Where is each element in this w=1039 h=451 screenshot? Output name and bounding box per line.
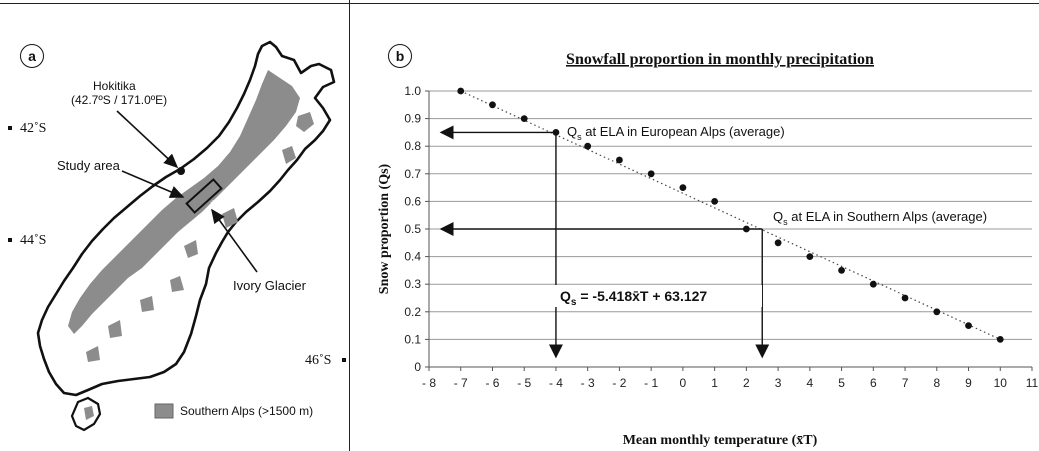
data-point	[711, 198, 719, 205]
panel-divider	[349, 0, 350, 451]
x-tick-label: 0	[680, 376, 687, 390]
ivory-glacier-label: Ivory Glacier	[233, 278, 306, 293]
x-tick-label: - 4	[549, 376, 563, 390]
data-point	[838, 267, 845, 274]
hokitika-label: Hokitika	[93, 79, 136, 93]
southern-alps-terrain	[68, 70, 300, 334]
y-axis-label: Snow proportion (Qs)	[377, 163, 392, 294]
x-tick-label: - 1	[644, 376, 658, 390]
alps-patch-4	[184, 240, 198, 258]
alps-patch-1	[296, 112, 314, 132]
alps-patch-2	[282, 146, 296, 164]
data-point	[552, 129, 560, 136]
chart-title: Snowfall proportion in monthly precipita…	[566, 51, 874, 68]
data-point	[742, 225, 750, 233]
data-point	[489, 101, 496, 109]
regression-equation: Qs = -5.418x̄T + 63.127	[560, 288, 707, 308]
x-tick-label: 9	[965, 376, 972, 390]
alps-patch-6	[140, 296, 154, 312]
study-area-arrow	[121, 170, 185, 198]
study-area-label: Study area	[57, 158, 120, 173]
x-tick-label: 4	[806, 376, 813, 390]
top-border	[0, 3, 1039, 4]
southern-alps-annotation: Qs at ELA in Southern Alps (average)	[773, 209, 987, 227]
europe-annotation: Qs at ELA in European Alps (average)	[567, 124, 785, 142]
latitude-44: 44˚S	[20, 233, 47, 248]
data-point	[869, 280, 877, 288]
data-point	[679, 184, 687, 192]
x-tick-label: 6	[870, 376, 877, 390]
data-point	[457, 87, 465, 95]
data-point	[616, 156, 623, 164]
data-point	[774, 239, 782, 247]
data-point	[806, 253, 814, 260]
study-area-box	[185, 178, 223, 214]
x-tick-label: 2	[743, 376, 750, 390]
x-axis-label: Mean monthly temperature (x̄T)	[623, 433, 818, 448]
y-tick-label: 0.7	[404, 167, 421, 181]
x-tick-label: - 5	[517, 376, 531, 390]
glacier-arrow	[211, 208, 258, 273]
x-tick-label: - 7	[454, 376, 468, 390]
y-tick-label: 0.4	[404, 250, 421, 264]
alps-patch-7	[108, 320, 122, 338]
hokitika-coordinates: (42.7ºS / 171.0ºE)	[71, 93, 168, 107]
panel-a-label: a	[20, 44, 44, 68]
y-tick-label: 0.6	[404, 194, 421, 208]
data-point	[965, 322, 972, 329]
panel-b-label: b	[388, 44, 412, 68]
alps-patch-5	[170, 276, 184, 292]
snowfall-chart: Snowfall proportion in monthly precipita…	[377, 51, 1039, 448]
data-point	[520, 115, 528, 122]
x-tick-label: 1	[711, 376, 718, 390]
alps-patch-3	[222, 208, 238, 228]
legend-swatch	[154, 403, 174, 419]
x-tick-label: - 8	[422, 376, 436, 390]
x-tick-label: 7	[902, 376, 909, 390]
x-tick-label: 11	[1026, 376, 1039, 390]
data-point	[901, 294, 909, 302]
y-tick-label: 0.9	[404, 112, 421, 126]
alps-patch-8	[86, 346, 100, 362]
y-tick-label: 1.0	[404, 84, 421, 98]
y-tick-label: 0.2	[404, 305, 421, 319]
y-tick-label: 0.5	[404, 222, 421, 236]
x-tick-label: 10	[994, 376, 1008, 390]
y-tick-label: 0.3	[404, 277, 421, 291]
data-point	[584, 142, 592, 150]
x-tick-label: 8	[933, 376, 940, 390]
latitude-46: 46˚S	[305, 353, 332, 368]
x-tick-label: 5	[838, 376, 845, 390]
hokitika-arrow	[116, 110, 179, 169]
y-tick-label: 0.1	[404, 332, 421, 346]
y-tick-label: 0	[414, 360, 421, 374]
legend-label: Southern Alps (>1500 m)	[180, 404, 314, 418]
x-tick-label: - 2	[612, 376, 626, 390]
svg-text:+: +	[210, 198, 216, 209]
data-point	[647, 170, 655, 178]
hokitika-dot	[177, 167, 185, 175]
data-point	[933, 308, 941, 316]
south-island-map: +	[8, 40, 346, 432]
x-tick-label: - 3	[581, 376, 595, 390]
x-tick-label: 3	[775, 376, 782, 390]
latitude-42: 42˚S	[20, 121, 47, 136]
x-tick-label: - 6	[485, 376, 499, 390]
data-point	[996, 336, 1004, 343]
y-tick-label: 0.8	[404, 139, 421, 153]
